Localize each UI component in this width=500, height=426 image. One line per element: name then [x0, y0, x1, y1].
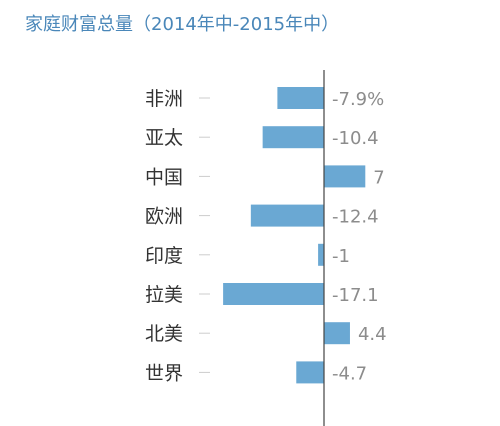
value-label: -1	[332, 246, 350, 267]
category-label: 中国	[145, 166, 183, 188]
value-label: -7.9%	[332, 89, 384, 110]
chart-title: 家庭财富总量（2014年中-2015年中）	[25, 14, 340, 35]
category-label: 印度	[145, 245, 183, 267]
bar	[324, 165, 366, 188]
category-label: 非洲	[145, 88, 183, 110]
value-label: 7	[373, 167, 384, 188]
category-label: 北美	[145, 323, 183, 345]
bar	[296, 361, 324, 384]
bar	[223, 283, 324, 305]
value-label: -12.4	[332, 207, 379, 228]
bar	[318, 243, 324, 266]
bar	[324, 322, 350, 345]
bar	[262, 126, 324, 149]
category-label: 欧洲	[145, 206, 183, 228]
bar	[277, 87, 324, 109]
value-label: -10.4	[332, 128, 379, 149]
category-label: 亚太	[145, 127, 183, 149]
value-label: 4.4	[358, 324, 387, 345]
category-label: 世界	[145, 362, 183, 384]
category-label: 拉美	[145, 284, 183, 306]
value-label: -4.7	[332, 363, 367, 384]
value-label: -17.1	[332, 285, 379, 306]
bar	[250, 204, 324, 227]
